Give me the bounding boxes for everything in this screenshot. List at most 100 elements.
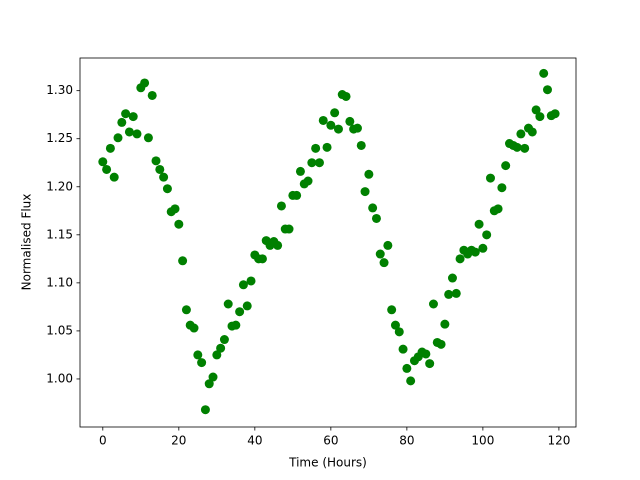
point: [238, 280, 248, 290]
point: [444, 289, 454, 299]
point: [516, 129, 526, 139]
point: [527, 127, 537, 137]
point: [360, 187, 370, 197]
point: [174, 219, 184, 229]
point: [497, 183, 507, 193]
point: [128, 112, 138, 122]
point: [501, 161, 511, 171]
point: [531, 105, 541, 115]
point: [117, 117, 127, 127]
point: [375, 249, 385, 259]
point: [398, 344, 408, 354]
point: [440, 319, 450, 329]
x-tick-label: 0: [99, 434, 107, 448]
y-tick-label: 1.25: [46, 131, 73, 145]
point: [341, 91, 351, 101]
point: [147, 90, 157, 100]
point: [208, 372, 218, 382]
y-tick-label: 1.30: [46, 83, 73, 97]
point: [124, 127, 134, 137]
point: [311, 143, 321, 153]
point: [181, 305, 191, 315]
point: [132, 129, 142, 139]
point: [143, 133, 153, 143]
point: [512, 142, 522, 152]
point: [204, 379, 214, 389]
point: [451, 288, 461, 298]
point: [330, 108, 340, 118]
point: [246, 276, 256, 286]
y-tick-label: 1.10: [46, 275, 73, 289]
point: [478, 243, 488, 253]
point: [189, 323, 199, 333]
point: [402, 363, 412, 373]
point: [159, 172, 169, 182]
point: [352, 123, 362, 133]
point: [231, 320, 241, 330]
y-tick-label: 1.00: [46, 371, 73, 385]
point: [178, 256, 188, 266]
point: [322, 142, 332, 152]
point: [121, 109, 131, 119]
point: [482, 230, 492, 240]
point: [390, 320, 400, 330]
point: [326, 120, 336, 130]
point: [257, 254, 267, 264]
point: [550, 109, 560, 119]
x-tick-label: 100: [471, 434, 494, 448]
point: [436, 339, 446, 349]
point: [535, 112, 545, 122]
point: [155, 164, 165, 174]
y-axis-label: Normalised Flux: [20, 194, 34, 291]
point: [170, 204, 180, 214]
point: [318, 115, 328, 125]
point: [212, 350, 222, 360]
point: [307, 158, 317, 168]
point: [276, 201, 286, 211]
point: [387, 305, 397, 315]
y-tick-label: 1.05: [46, 323, 73, 337]
plot-frame: [79, 57, 577, 428]
point: [197, 358, 207, 368]
point: [235, 307, 245, 317]
point: [219, 335, 229, 345]
point: [356, 140, 366, 150]
point: [333, 124, 343, 134]
point: [292, 190, 302, 200]
point: [303, 176, 313, 186]
point: [295, 166, 305, 176]
x-axis-label: Time (Hours): [288, 456, 367, 470]
point: [485, 173, 495, 183]
point: [394, 327, 404, 337]
point: [428, 299, 438, 309]
point: [520, 143, 530, 153]
point: [162, 184, 172, 194]
point: [284, 224, 294, 234]
x-tick-label: 60: [323, 434, 338, 448]
point: [193, 350, 203, 360]
point: [542, 85, 552, 95]
point: [470, 247, 480, 257]
point: [216, 343, 226, 353]
y-tick-label: 1.20: [46, 179, 73, 193]
point: [455, 254, 465, 264]
x-tick-label: 120: [547, 434, 570, 448]
x-tick-label: 80: [399, 434, 414, 448]
point: [102, 164, 112, 174]
point: [539, 68, 549, 78]
point: [105, 143, 115, 153]
point: [493, 204, 503, 214]
point: [425, 359, 435, 369]
point: [140, 78, 150, 88]
point: [109, 172, 119, 182]
point: [242, 301, 252, 311]
point: [421, 349, 431, 359]
point: [379, 258, 389, 268]
point: [447, 273, 457, 283]
point: [273, 240, 283, 250]
point: [200, 405, 210, 415]
point: [474, 219, 484, 229]
y-tick-label: 1.15: [46, 227, 73, 241]
